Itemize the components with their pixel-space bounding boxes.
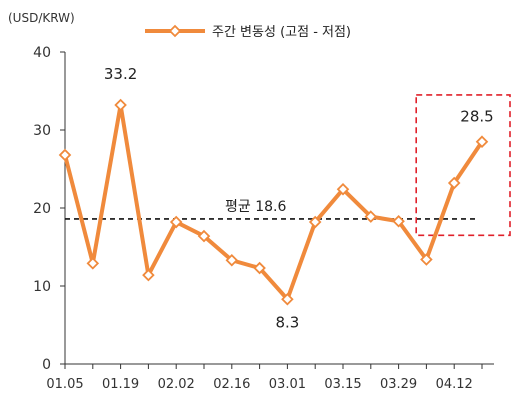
average-line-group: 평균 18.6 — [65, 199, 476, 220]
data-label-group: 33.2 8.3 28.5 — [104, 65, 494, 331]
data-point — [114, 98, 127, 112]
x-tick-label: 01.19 — [102, 377, 139, 392]
y-tick-label: 20 — [33, 201, 51, 217]
data-label: 33.2 — [104, 65, 137, 83]
data-label: 28.5 — [460, 108, 493, 126]
data-point — [86, 257, 100, 270]
data-point — [392, 214, 405, 228]
data-point — [336, 183, 350, 196]
legend: 주간 변동성 (고점 - 저점) — [145, 24, 351, 40]
y-tick-label: 40 — [33, 45, 51, 61]
data-point — [447, 176, 461, 190]
x-tick-label: 01.05 — [46, 377, 83, 392]
legend-marker-swatch — [168, 24, 182, 38]
data-point — [281, 292, 294, 306]
average-label: 평균 18.6 — [225, 199, 286, 215]
x-tick-label: 04.12 — [436, 377, 473, 392]
series-group — [58, 98, 489, 306]
legend-label: 주간 변동성 (고점 - 저점) — [212, 25, 351, 40]
x-tick-label: 03.01 — [269, 377, 306, 392]
data-point — [420, 253, 433, 266]
data-point — [169, 215, 183, 229]
x-tick-label: 02.16 — [213, 377, 250, 392]
y-tick-label: 30 — [33, 123, 51, 139]
data-point — [142, 268, 155, 282]
x-tick-label: 03.15 — [324, 377, 361, 392]
data-point — [253, 261, 266, 275]
data-point — [364, 210, 378, 223]
data-label: 8.3 — [275, 313, 299, 331]
x-tick-label: 02.02 — [158, 377, 195, 392]
y-tick-label: 0 — [42, 357, 51, 373]
data-point — [475, 135, 489, 148]
data-point — [308, 215, 322, 229]
series-line — [63, 103, 484, 302]
y-axis: 0 10 20 30 40 — [33, 45, 66, 373]
x-tick-label: 03.29 — [380, 377, 417, 392]
x-axis: 01.05 01.19 02.02 02.16 03.01 03.15 03.29 04.12 — [46, 363, 494, 392]
data-point — [58, 148, 72, 162]
data-point — [225, 253, 239, 267]
y-tick-label: 10 — [33, 279, 51, 295]
unit-label: (USD/KRW) — [8, 11, 75, 25]
data-point — [197, 229, 211, 243]
highlight-box-group — [415, 94, 511, 237]
highlight-box — [415, 94, 511, 237]
